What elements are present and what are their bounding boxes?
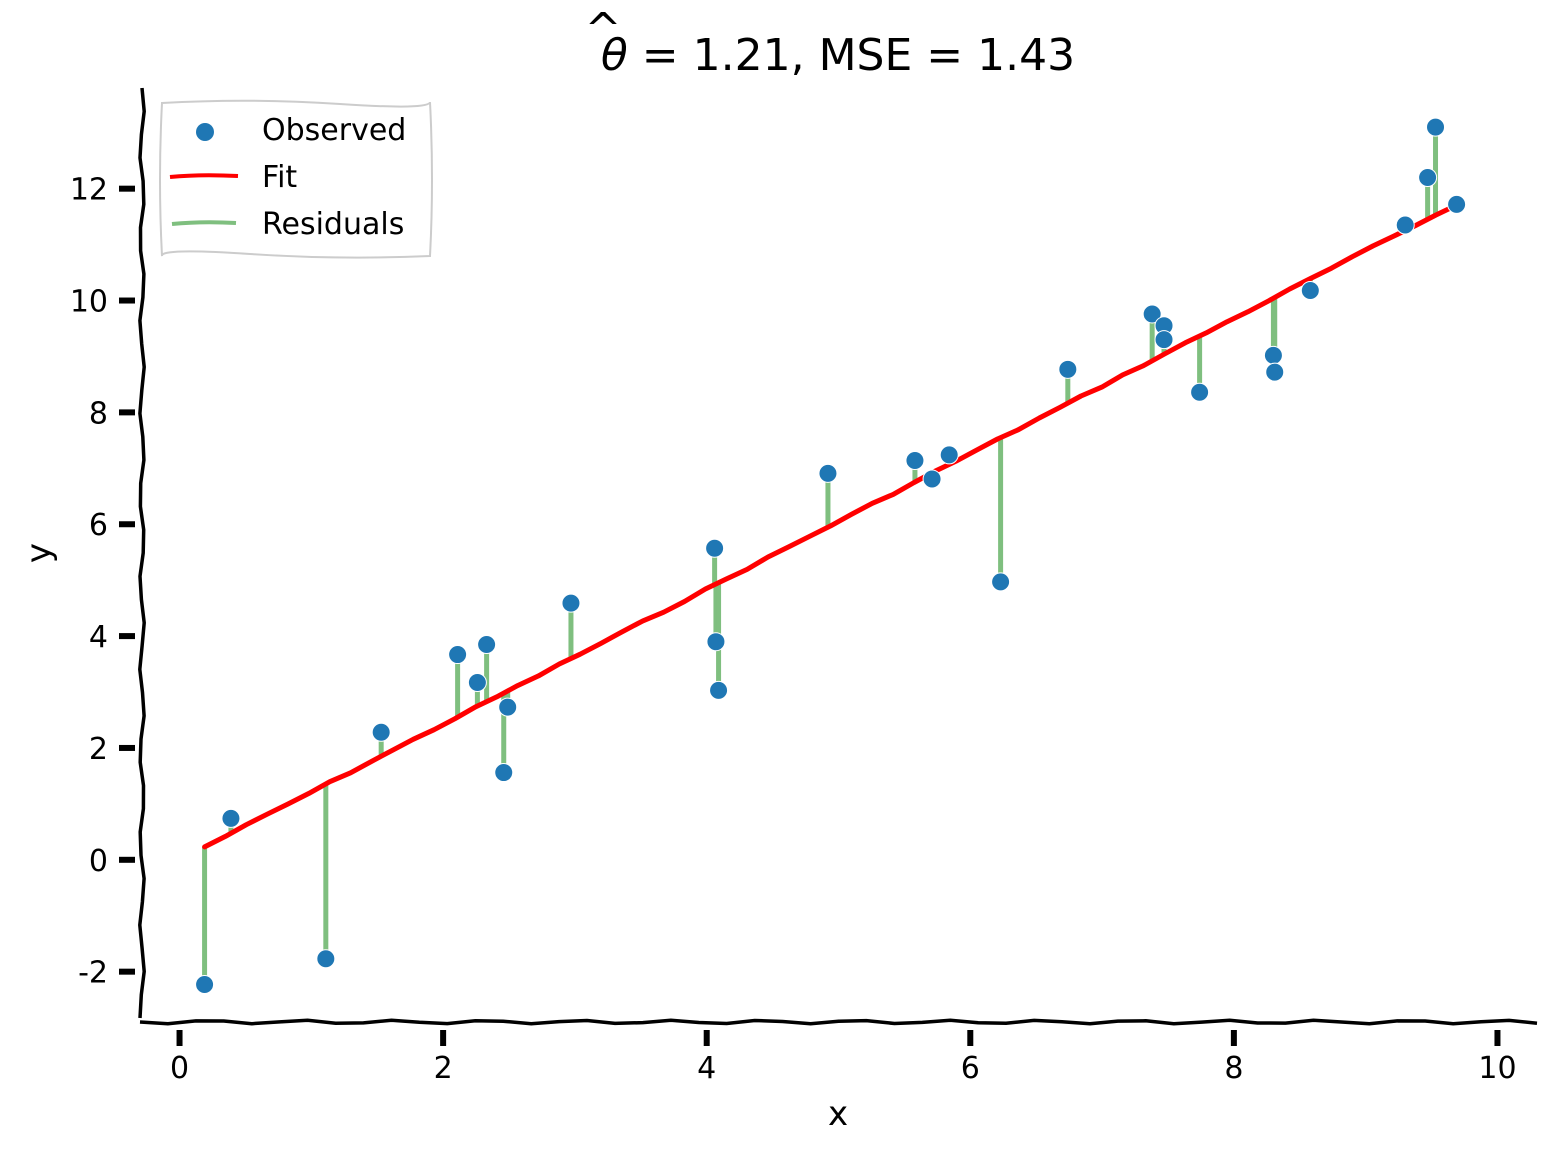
y-axis-spine: [138, 87, 146, 1019]
data-point: [498, 697, 518, 717]
x-tick-label: 2: [434, 1051, 453, 1086]
plot-area: [195, 117, 1467, 995]
data-point: [467, 673, 487, 693]
data-point: [1154, 330, 1174, 350]
data-point: [561, 593, 581, 613]
title-theta: θ: [601, 30, 628, 81]
legend-residuals-label: Residuals: [262, 207, 404, 242]
data-point: [371, 722, 391, 742]
legend-frame: [159, 99, 433, 259]
y-tick-label: 4: [89, 620, 108, 655]
data-point: [818, 463, 838, 483]
data-point: [991, 572, 1011, 592]
data-point: [1265, 362, 1285, 382]
legend-residuals-line: [171, 220, 237, 226]
data-point: [905, 450, 925, 470]
data-point: [1418, 167, 1438, 187]
legend: Observed Fit Residuals: [159, 99, 433, 259]
axes: -2 0 2 4 6 8 10 12 0 2 4 6 8 10: [70, 87, 1538, 1086]
data-point: [477, 634, 497, 654]
data-point: [1395, 215, 1415, 235]
fit-line: [202, 202, 1460, 850]
data-point: [221, 808, 241, 828]
y-tick-label: 10: [70, 285, 108, 320]
title-rest: = 1.21, MSE = 1.43: [628, 30, 1075, 81]
data-point: [709, 680, 729, 700]
chart-title: θ = 1.21, MSE = 1.43: [601, 30, 1075, 81]
y-tick-label: 0: [89, 844, 108, 879]
data-point: [939, 445, 959, 465]
data-point: [494, 763, 514, 783]
y-tick-label: -2: [78, 956, 108, 991]
data-point: [706, 632, 726, 652]
data-point: [1447, 194, 1467, 214]
y-tick-label: 6: [89, 508, 108, 543]
data-point: [1058, 359, 1078, 379]
x-axis-spine: [139, 1018, 1538, 1026]
x-tick-label: 0: [170, 1051, 189, 1086]
title-hat: ^: [585, 4, 622, 55]
data-point: [195, 975, 215, 995]
x-tick-label: 4: [697, 1051, 716, 1086]
data-point: [448, 645, 468, 665]
y-tick-label: 2: [89, 732, 108, 767]
data-point: [922, 469, 942, 489]
legend-fit-label: Fit: [262, 160, 297, 195]
y-tick-label: 8: [89, 396, 108, 431]
x-axis-label: x: [828, 1094, 848, 1134]
data-point: [1142, 304, 1162, 324]
legend-observed-marker: [196, 123, 214, 141]
x-tick-label: 8: [1224, 1051, 1243, 1086]
data-point: [1300, 280, 1320, 300]
legend-fit-line: [169, 173, 239, 179]
data-point: [1426, 117, 1446, 137]
data-point: [316, 949, 336, 969]
legend-observed-label: Observed: [262, 113, 406, 148]
y-axis-label: y: [19, 543, 59, 563]
data-point: [705, 538, 725, 558]
data-point: [1263, 345, 1283, 365]
y-tick-label: 12: [70, 173, 108, 208]
x-tick-label: 6: [961, 1051, 980, 1086]
x-tick-label: 10: [1478, 1051, 1516, 1086]
data-point: [1190, 382, 1210, 402]
